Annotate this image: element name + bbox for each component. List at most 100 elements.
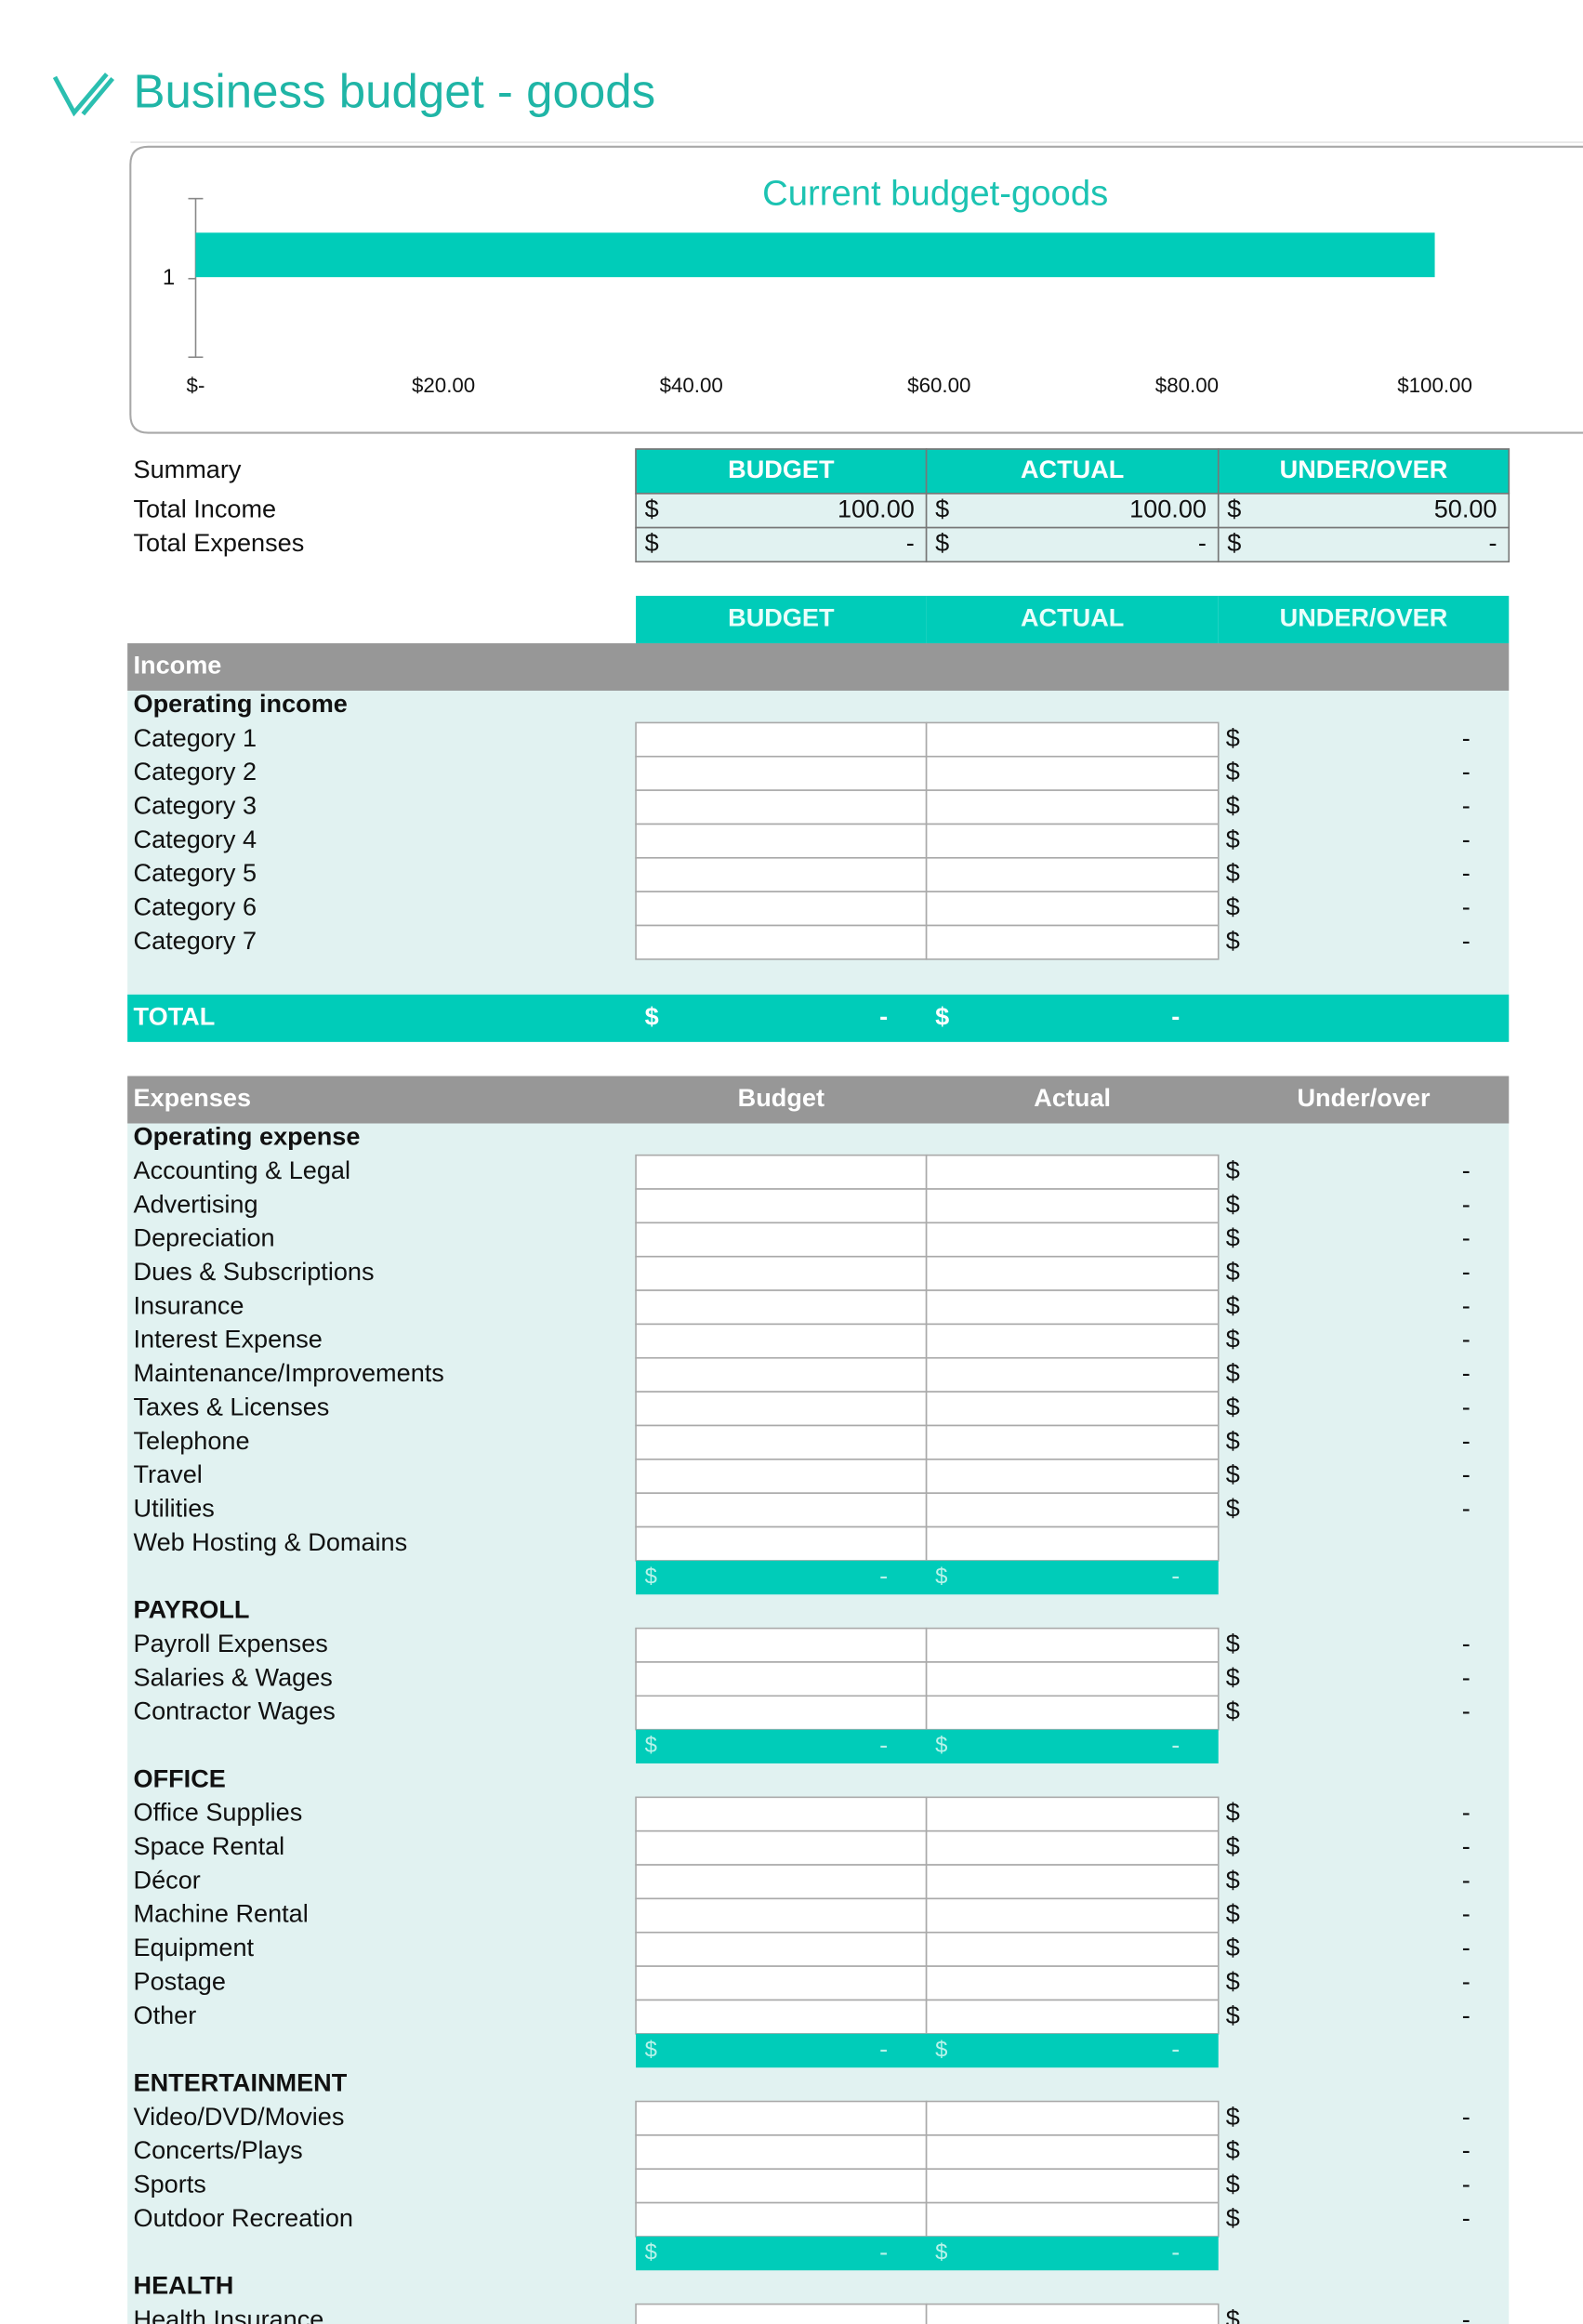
header-cell (636, 595, 927, 643)
under-over-value: - (1462, 1189, 1471, 1218)
chart-title: Current budget-goods (762, 174, 1108, 214)
currency: $ (1226, 1697, 1240, 1725)
input-cell (925, 1323, 1220, 1359)
input-cell (635, 1965, 928, 2001)
currency: $ (1226, 2135, 1240, 2164)
input-cell (635, 1796, 928, 1832)
currency: $ (1226, 1899, 1240, 1928)
input-cell (635, 924, 928, 960)
currency: $ (645, 1002, 659, 1031)
subtotal-value: - (1171, 1561, 1180, 1590)
input-cell (635, 1221, 928, 1258)
input-cell (635, 1459, 928, 1494)
input-cell (635, 1627, 928, 1663)
input-cell (635, 1356, 928, 1393)
header-text: Budget (738, 1083, 824, 1112)
input-cell (925, 1188, 1220, 1224)
subtotal-value: - (879, 1561, 888, 1590)
under-over-value: - (1462, 926, 1471, 955)
input-cell (925, 1931, 1220, 1967)
currency: $ (935, 1564, 947, 1589)
under-over-value: - (1462, 1223, 1471, 1252)
summary-cell (635, 526, 928, 563)
under-over-value: - (1462, 2000, 1471, 2029)
logo-stroke (52, 73, 109, 117)
row-label: Video/DVD/Movies (134, 2102, 345, 2131)
input-cell (635, 1897, 928, 1934)
under-over-value: - (1462, 2102, 1471, 2131)
input-cell (925, 1829, 1220, 1866)
summary-header-text: ACTUAL (1021, 455, 1124, 483)
under-over-value: - (1462, 1662, 1471, 1691)
currency: $ (1227, 528, 1241, 557)
row-label: Category 3 (134, 790, 257, 819)
input-cell (635, 2100, 928, 2136)
logo-stroke (81, 76, 115, 116)
group-label: Operating income (134, 689, 348, 718)
under-over-value: - (1462, 1392, 1471, 1420)
group-label: ENTERTAINMENT (134, 2068, 348, 2097)
currency: $ (1226, 1189, 1240, 1218)
input-cell (925, 1525, 1220, 1562)
under-over-value: - (1462, 1459, 1471, 1488)
bar (195, 232, 1435, 278)
currency: $ (935, 2037, 947, 2062)
summary-row-label: Total Income (134, 494, 277, 522)
currency: $ (1226, 1459, 1240, 1488)
input-cell (925, 1356, 1220, 1393)
logo (52, 73, 115, 117)
currency: $ (1226, 1290, 1240, 1319)
total-bar (127, 994, 1510, 1042)
row-label: Postage (134, 1966, 226, 1995)
input-cell (635, 1661, 928, 1697)
currency: $ (1226, 1494, 1240, 1523)
input-cell (925, 1695, 1220, 1731)
x-tick-label: $100.00 (1397, 374, 1472, 397)
summary-value: 100.00 (838, 494, 915, 522)
input-cell (925, 1459, 1220, 1494)
currency: $ (645, 1733, 657, 1758)
under-over-value: - (1462, 1494, 1471, 1523)
input-cell (635, 823, 928, 859)
row-label: Contractor Wages (134, 1697, 336, 1725)
input-cell (925, 1221, 1220, 1258)
subtotal-bar (636, 1729, 1219, 1764)
under-over-value: - (1462, 1290, 1471, 1319)
row-label: Health Insurance (134, 2304, 324, 2324)
input-cell (635, 755, 928, 791)
input-cell (635, 1255, 928, 1291)
under-over-value: - (1462, 1933, 1471, 1961)
input-cell (925, 1492, 1220, 1528)
under-over-value: - (1462, 858, 1471, 887)
x-tick-label: $60.00 (907, 374, 970, 397)
input-cell (925, 1796, 1220, 1832)
row-label: Category 7 (134, 926, 257, 955)
total-value: - (879, 1002, 888, 1031)
input-cell (925, 1255, 1220, 1291)
row-label: Payroll Expenses (134, 1629, 328, 1657)
currency: $ (1226, 1865, 1240, 1894)
row-label: Equipment (134, 1933, 255, 1961)
under-over-value: - (1462, 892, 1471, 921)
currency: $ (1226, 1966, 1240, 1995)
input-cell (925, 1897, 1220, 1934)
x-tick-label: $40.00 (660, 374, 723, 397)
subtotal-value: - (1171, 2034, 1180, 2063)
row-label: Space Rental (134, 1831, 285, 1860)
header-text: ACTUAL (1021, 603, 1124, 632)
under-over-value: - (1462, 1697, 1471, 1725)
row-label: Machine Rental (134, 1899, 309, 1928)
input-cell (925, 1391, 1220, 1427)
input-cell (635, 1492, 928, 1528)
subtotal-value: - (1171, 2237, 1180, 2265)
input-cell (925, 2201, 1220, 2238)
currency: $ (1226, 1629, 1240, 1657)
row-label: Sports (134, 2170, 206, 2199)
input-cell (925, 924, 1220, 960)
row-label: Interest Expense (134, 1325, 323, 1353)
input-cell (635, 1424, 928, 1460)
row-label: Advertising (134, 1189, 258, 1218)
total-value: - (1171, 1002, 1180, 1031)
summary-label: Summary (134, 455, 242, 483)
input-cell (635, 1525, 928, 1562)
